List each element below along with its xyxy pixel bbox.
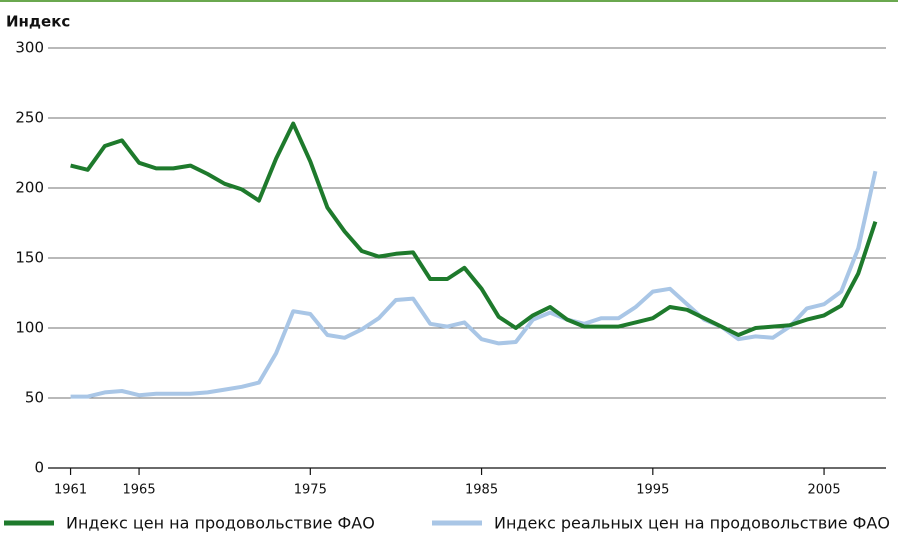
x-tick-label: 1985	[465, 483, 498, 498]
legend-label: Индекс реальных цен на продовольствие ФА…	[494, 514, 890, 533]
y-tick-label: 200	[15, 179, 44, 197]
legend-label: Индекс цен на продовольствие ФАО	[66, 514, 375, 533]
y-tick-label: 100	[15, 319, 44, 337]
y-tick-label: 250	[15, 109, 44, 127]
x-tick-label: 2005	[808, 483, 841, 498]
top-border	[0, 0, 898, 2]
y-axis-label: Индекс	[6, 13, 70, 31]
y-tick-label: 0	[34, 459, 44, 477]
x-tick-label: 1995	[636, 483, 669, 498]
series-line	[70, 121, 878, 337]
y-tick-label: 300	[15, 39, 44, 57]
x-tick-label: 1965	[123, 483, 156, 498]
x-tick-label: 1961	[54, 483, 87, 498]
series-line	[70, 170, 878, 399]
y-tick-label: 50	[25, 389, 44, 407]
x-tick-label: 1975	[294, 483, 327, 498]
y-tick-label: 150	[15, 249, 44, 267]
